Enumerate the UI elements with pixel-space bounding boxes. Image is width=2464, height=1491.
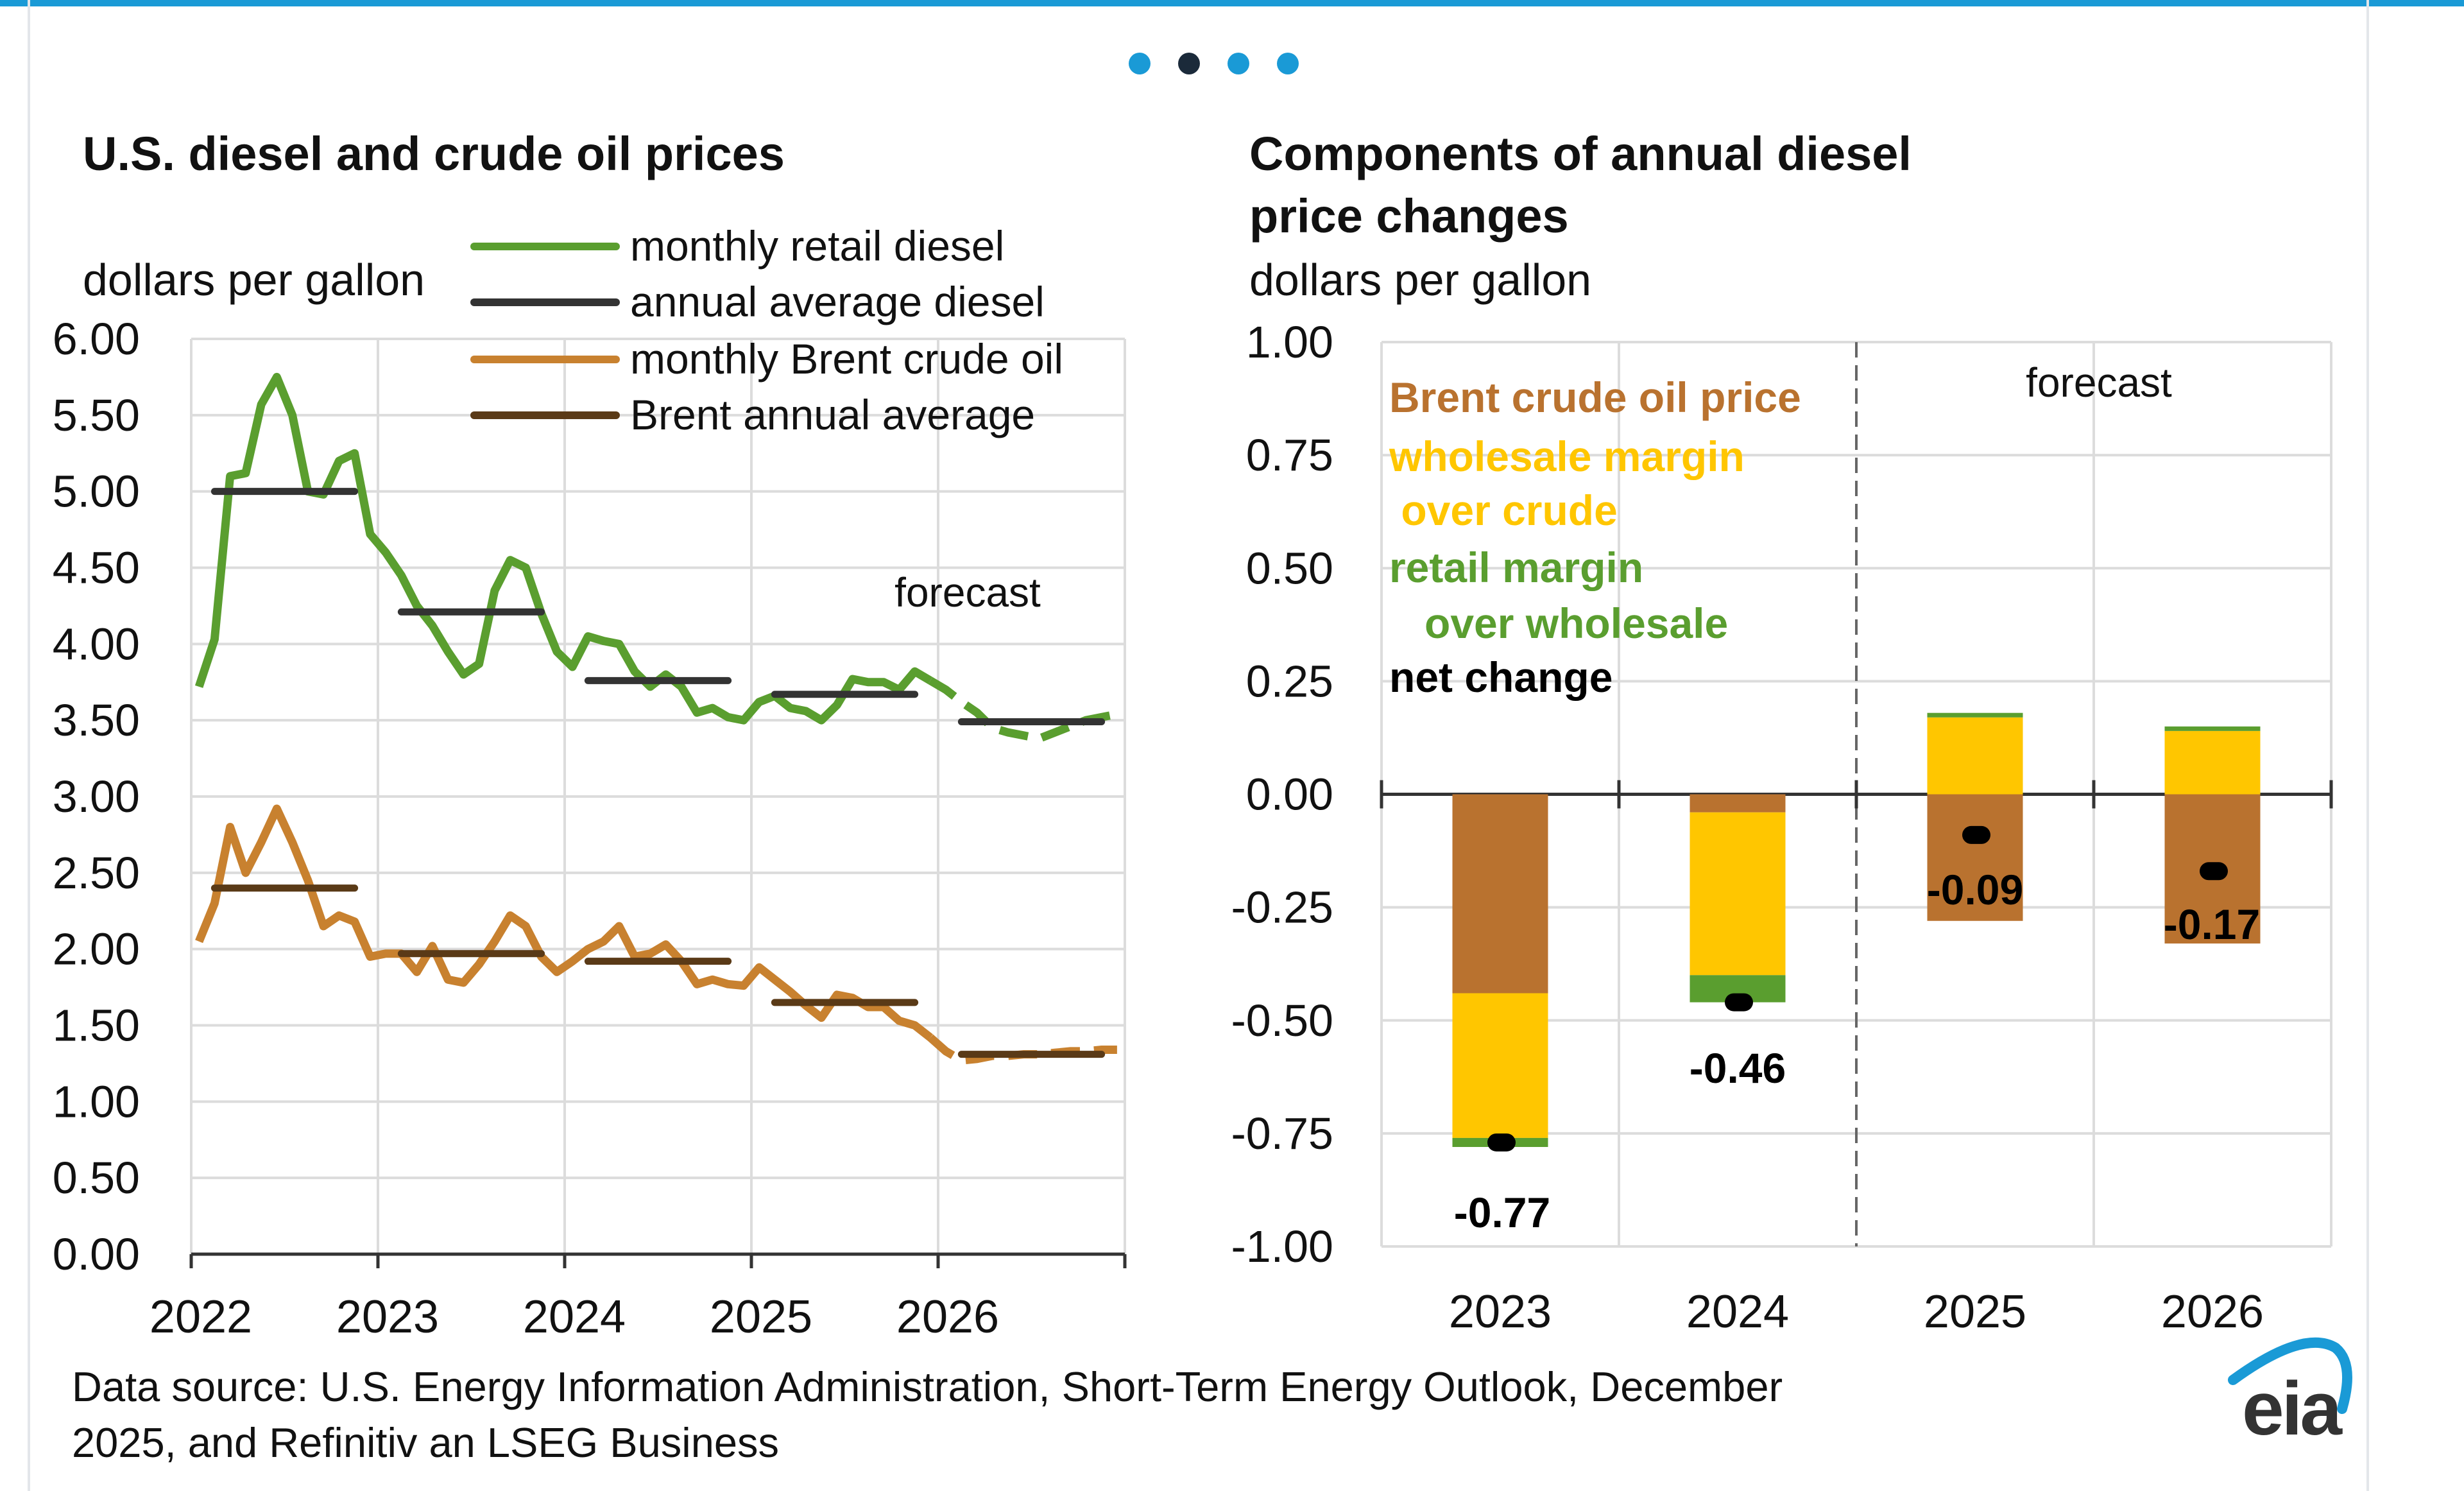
bar-segment-1: [1927, 717, 2023, 795]
y-tick-label: -0.75: [1231, 1108, 1333, 1159]
legend-label: net change: [1389, 653, 1613, 701]
net-change-label: -0.09: [1927, 866, 2023, 913]
bar-segment-2: [2164, 726, 2261, 731]
net-change-marker: [1962, 825, 1990, 844]
y-tick-label: 2.50: [53, 848, 140, 898]
legend-label: over wholesale: [1389, 599, 1728, 647]
y-tick-label: 3.00: [53, 771, 140, 822]
legend-label: Brent crude oil price: [1389, 374, 1801, 421]
legend-label: monthly retail diesel: [630, 222, 1004, 270]
bar-segment-1: [1452, 993, 1548, 1138]
bar-segment-2: [1927, 712, 2023, 718]
y-tick-label: -0.25: [1231, 883, 1333, 933]
carousel-dot-2[interactable]: [1178, 53, 1200, 74]
x-tick-label: 2023: [336, 1291, 439, 1343]
net-change-label: -0.77: [1454, 1189, 1550, 1236]
series-line-2-actual: [195, 804, 933, 1041]
x-tick-label: 2025: [710, 1291, 812, 1343]
left-forecast-label: forecast: [894, 569, 1041, 616]
source-line-2: 2025, and Refinitiv an LSEG Business: [72, 1419, 779, 1466]
source-line-1: Data source: U.S. Energy Information Adm…: [72, 1363, 1783, 1410]
y-tick-label: 1.00: [53, 1076, 140, 1126]
right-forecast-label: forecast: [2026, 359, 2172, 406]
y-tick-label: 4.50: [53, 543, 140, 593]
legend-label: over crude: [1389, 487, 1618, 534]
x-tick-label: 2022: [150, 1291, 252, 1343]
carousel-dot-4[interactable]: [1277, 53, 1299, 74]
right-chart-ylabel: dollars per gallon: [1249, 255, 1591, 305]
x-tick-label: 2026: [2161, 1286, 2264, 1338]
y-tick-label: 0.00: [1246, 770, 1333, 820]
net-change-marker: [1725, 993, 1753, 1012]
x-tick-label: 2026: [896, 1291, 999, 1343]
y-tick-label: 4.00: [53, 619, 140, 669]
legend-label: monthly Brent crude oil: [630, 335, 1063, 383]
bar-segment-0: [1927, 794, 2023, 921]
svg-text:eia: eia: [2242, 1366, 2343, 1451]
series-line-0-forecast: [928, 677, 1118, 743]
legend-label: annual average diesel: [630, 278, 1045, 325]
eia-logo: eia: [2228, 1337, 2352, 1451]
y-tick-label: 6.00: [53, 314, 140, 364]
bar-segment-0: [1452, 794, 1548, 994]
y-tick-label: -0.50: [1231, 995, 1333, 1046]
y-tick-label: -1.00: [1231, 1221, 1333, 1271]
x-tick-label: 2025: [1924, 1286, 2026, 1338]
net-change-marker: [1487, 1133, 1516, 1151]
y-tick-label: 0.00: [53, 1229, 140, 1279]
right-chart-title-line2: price changes: [1249, 189, 1569, 243]
y-tick-label: 1.50: [53, 1001, 140, 1051]
y-tick-label: 5.50: [53, 390, 140, 440]
left-legend: monthly retail diesel annual average dies…: [470, 222, 1063, 438]
x-tick-label: 2024: [1686, 1286, 1789, 1338]
top-accent-bar: [0, 0, 2464, 6]
net-change-marker: [2200, 862, 2228, 881]
legend-label: wholesale margin: [1389, 433, 1745, 480]
net-change-label: -0.46: [1690, 1044, 1786, 1092]
x-tick-label: 2023: [1449, 1286, 1552, 1338]
y-tick-label: 0.50: [53, 1153, 140, 1203]
net-change-label: -0.17: [2164, 901, 2260, 948]
bar-segment-1: [1690, 812, 1786, 976]
y-tick-label: 0.50: [1246, 543, 1333, 593]
y-tick-label: 0.25: [1246, 656, 1333, 706]
y-tick-label: 1.00: [1246, 317, 1333, 367]
bar-segment-0: [1690, 794, 1786, 813]
y-tick-label: 5.00: [53, 467, 140, 517]
bar-segment-1: [2164, 730, 2261, 795]
left-chart-title: U.S. diesel and crude oil prices: [83, 127, 785, 180]
right-chart: Components of annual diesel price change…: [1231, 127, 2333, 1338]
carousel-dot-3[interactable]: [1228, 53, 1249, 74]
y-tick-label: 2.00: [53, 924, 140, 974]
y-tick-label: 0.75: [1246, 430, 1333, 480]
legend-label: Brent annual average: [630, 391, 1035, 438]
carousel-dot-1[interactable]: [1129, 53, 1151, 74]
y-tick-label: 3.50: [53, 695, 140, 745]
right-chart-title-line1: Components of annual diesel: [1249, 127, 1912, 180]
legend-label: retail margin: [1389, 544, 1643, 591]
carousel-dots[interactable]: [1129, 53, 1299, 74]
left-chart: U.S. diesel and crude oil prices dollars…: [53, 127, 1127, 1343]
left-chart-ylabel: dollars per gallon: [83, 255, 425, 305]
right-legend: Brent crude oil price wholesale margin ov…: [1389, 374, 1801, 701]
x-tick-label: 2024: [523, 1291, 626, 1343]
